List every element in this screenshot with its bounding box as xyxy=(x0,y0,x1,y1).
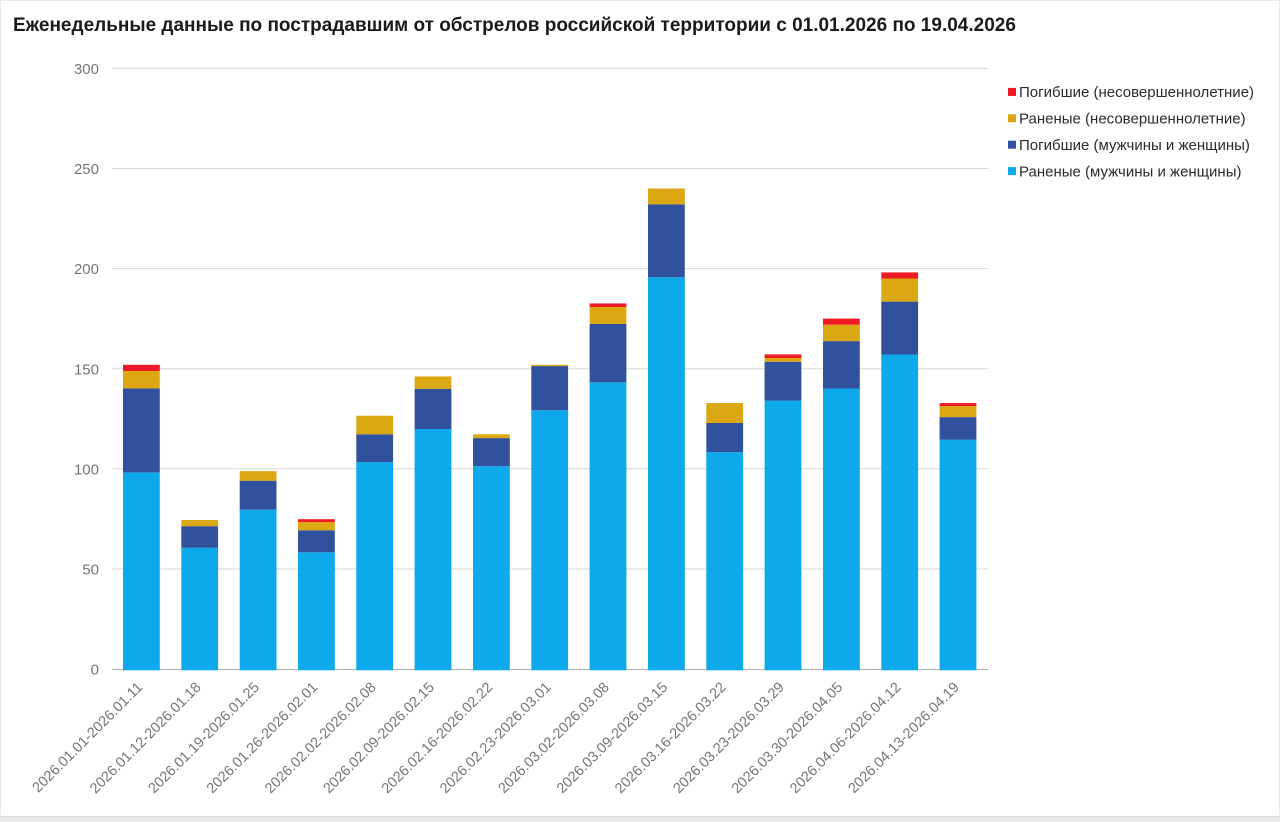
svg-text:200: 200 xyxy=(74,261,99,278)
svg-text:0: 0 xyxy=(91,662,99,679)
svg-text:100: 100 xyxy=(74,461,99,478)
svg-text:300: 300 xyxy=(74,61,99,78)
svg-text:Погибшие (несовершеннолетние): Погибшие (несовершеннолетние) xyxy=(1019,84,1254,101)
svg-text:50: 50 xyxy=(82,562,99,579)
svg-text:Раненые (мужчины и женщины): Раненые (мужчины и женщины) xyxy=(1019,163,1241,180)
svg-text:Еженедельные данные по пострад: Еженедельные данные по пострадавшим от о… xyxy=(13,15,1016,36)
svg-text:Раненые (несовершеннолетние): Раненые (несовершеннолетние) xyxy=(1019,111,1246,128)
svg-text:Погибшие (мужчины и женщины): Погибшие (мужчины и женщины) xyxy=(1019,137,1250,154)
svg-text:150: 150 xyxy=(74,361,99,378)
svg-text:250: 250 xyxy=(74,161,99,178)
